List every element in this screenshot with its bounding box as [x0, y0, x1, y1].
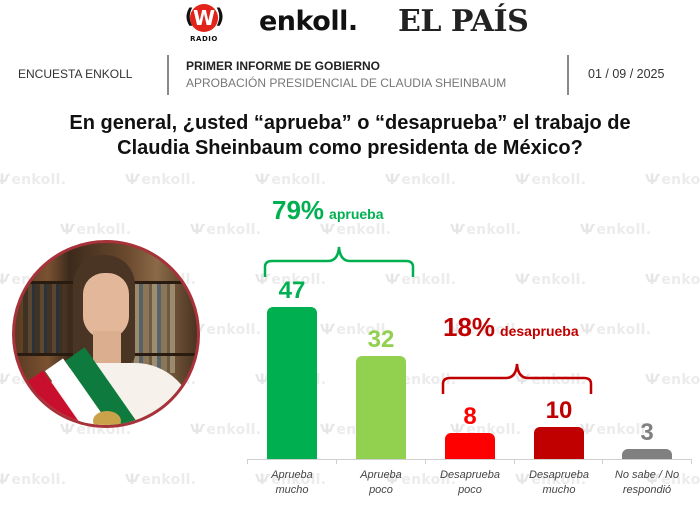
category-line: No sabe / No: [614, 469, 680, 481]
question-line-1: En general, ¿usted “aprueba” o “desaprue…: [69, 112, 631, 134]
category-label: Desaprueba mucho: [514, 468, 604, 498]
report-date: 01 / 09 / 2025: [588, 67, 665, 81]
approve-pct: 79%: [272, 195, 325, 225]
approve-total-label: 79% aprueba: [272, 195, 384, 226]
axis-tick: [602, 459, 603, 464]
report-subtitle: APROBACIÓN PRESIDENCIAL DE CLAUDIA SHEIN…: [186, 76, 507, 90]
approve-brace-icon: [263, 246, 415, 277]
axis-tick: [425, 459, 426, 464]
axis-tick: [691, 459, 692, 464]
survey-source: ENCUESTA ENKOLL: [18, 67, 133, 81]
bar-desaprueba-poco: [445, 433, 495, 459]
bookshelf-left: [23, 283, 63, 353]
category-line: Aprueba: [271, 469, 313, 481]
bar-aprueba-poco: [356, 356, 406, 459]
value-label: 8: [463, 403, 477, 430]
w-radio-logo: (( )) W RADIO: [172, 2, 236, 46]
category-label: Aprueba mucho: [247, 468, 337, 498]
disapprove-brace-icon: [441, 363, 593, 394]
enkoll-logo: enkoll.: [259, 6, 358, 37]
category-line: mucho: [275, 484, 309, 496]
category-label: No sabe / No respondió: [602, 468, 692, 498]
face: [83, 273, 129, 339]
el-pais-logo: EL PAÍS: [398, 4, 529, 39]
header-divider: [567, 55, 569, 95]
axis-tick: [247, 459, 248, 464]
approve-word: aprueba: [329, 206, 384, 222]
category-line: respondió: [622, 484, 672, 496]
w-letter: W: [190, 4, 218, 32]
logo-bar: (( )) W RADIO enkoll. EL PAÍS: [0, 0, 700, 46]
question-line-2: Claudia Sheinbaum como presidenta de Méx…: [117, 137, 583, 159]
bar-no-sabe: [622, 449, 672, 459]
axis-tick: [514, 459, 515, 464]
category-line: Desaprueba: [440, 469, 500, 481]
header-divider: [167, 55, 169, 95]
value-label: 10: [545, 397, 573, 424]
x-axis: [247, 459, 692, 460]
category-line: Aprueba: [360, 469, 402, 481]
value-label: 3: [640, 419, 654, 446]
disapprove-pct: 18%: [443, 312, 496, 342]
report-header: ENCUESTA ENKOLL PRIMER INFORME DE GOBIER…: [0, 55, 700, 95]
report-title: PRIMER INFORME DE GOBIERNO: [186, 59, 381, 73]
category-line: mucho: [542, 484, 576, 496]
category-line: Desaprueba: [529, 469, 589, 481]
bar-desaprueba-mucho: [534, 427, 584, 459]
category-label: Desaprueba poco: [425, 468, 515, 498]
eagle-emblem-icon: [93, 411, 121, 425]
category-label: Aprueba poco: [336, 468, 426, 498]
value-label: 47: [278, 277, 306, 304]
president-photo: [12, 240, 200, 428]
category-line: poco: [458, 484, 482, 496]
survey-question: En general, ¿usted “aprueba” o “desaprue…: [40, 111, 660, 161]
neck: [93, 331, 121, 369]
category-line: poco: [369, 484, 393, 496]
disapprove-total-label: 18% desaprueba: [443, 312, 579, 343]
value-label: 32: [367, 326, 395, 353]
bar-aprueba-mucho: [267, 307, 317, 459]
axis-tick: [336, 459, 337, 464]
w-radio-sub: RADIO: [190, 35, 218, 43]
disapprove-word: desaprueba: [500, 323, 579, 339]
